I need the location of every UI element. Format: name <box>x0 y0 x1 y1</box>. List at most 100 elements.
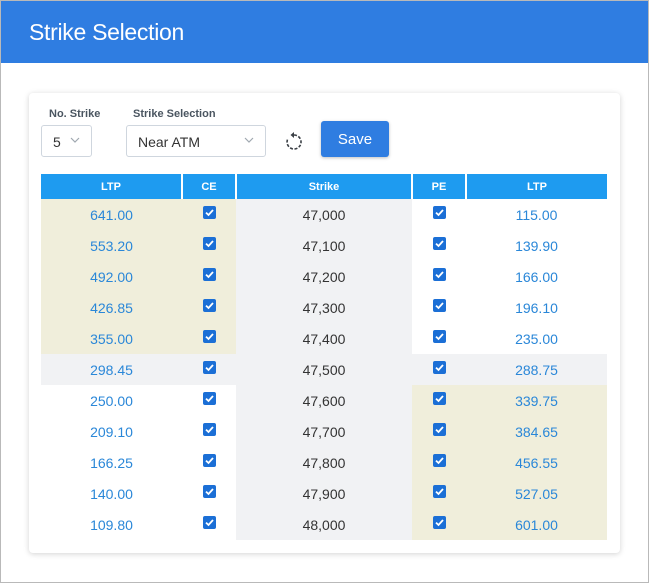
ce-checkbox-cell <box>182 261 236 292</box>
ce-checkbox[interactable] <box>202 237 216 251</box>
pe-checkbox[interactable] <box>432 454 446 468</box>
no-strike-label: No. Strike <box>49 108 101 120</box>
pe-checkbox[interactable] <box>432 268 446 282</box>
ce-checkbox-cell <box>182 478 236 509</box>
strike-selection-label: Strike Selection <box>133 108 216 120</box>
ce-ltp-cell: 298.45 <box>41 354 182 385</box>
pe-ltp-cell: 527.05 <box>466 478 607 509</box>
no-strike-select[interactable]: 5 <box>41 125 92 157</box>
dialog-header: Strike Selection <box>1 1 648 63</box>
ce-ltp-cell: 553.20 <box>41 230 182 261</box>
col-header-pe-ltp: LTP <box>466 174 607 199</box>
strike-selection-value: Near ATM <box>138 134 200 150</box>
pe-checkbox-cell <box>412 447 466 478</box>
pe-ltp-cell: 339.75 <box>466 385 607 416</box>
table-header-row: LTP CE Strike PE LTP <box>41 174 607 199</box>
pe-checkbox-cell <box>412 323 466 354</box>
pe-checkbox-cell <box>412 385 466 416</box>
pe-checkbox[interactable] <box>432 299 446 313</box>
ce-checkbox-cell <box>182 354 236 385</box>
pe-ltp-cell: 166.00 <box>515 268 558 285</box>
table-row: 426.85 47,300 196.10 <box>41 292 607 323</box>
pe-checkbox-cell <box>412 199 466 230</box>
strike-cell: 48,000 <box>236 509 412 540</box>
strike-cell: 47,000 <box>236 199 412 230</box>
ce-checkbox[interactable] <box>202 485 216 499</box>
ce-checkbox[interactable] <box>202 361 216 375</box>
col-header-pe: PE <box>412 174 467 199</box>
table-row: 140.00 47,900 527.05 <box>41 478 607 509</box>
strike-cell: 47,300 <box>236 292 412 323</box>
strike-cell: 47,900 <box>236 478 412 509</box>
ce-checkbox-cell <box>182 385 236 416</box>
pe-ltp-cell: 139.90 <box>515 237 558 254</box>
pe-ltp-cell: 288.75 <box>466 354 607 385</box>
strike-cell: 47,600 <box>236 385 412 416</box>
dialog-title: Strike Selection <box>29 19 184 45</box>
pe-checkbox[interactable] <box>432 361 446 375</box>
ce-ltp-cell: 166.25 <box>90 454 133 471</box>
chevron-down-icon <box>244 137 254 143</box>
table-row: 298.45 47,500 288.75 <box>41 354 607 385</box>
pe-checkbox[interactable] <box>432 392 446 406</box>
col-header-ce: CE <box>182 174 237 199</box>
save-button[interactable]: Save <box>321 121 389 157</box>
ce-checkbox-cell <box>182 230 236 261</box>
ce-checkbox[interactable] <box>202 268 216 282</box>
strike-selection-card: No. Strike 5 Strike Selection Near ATM S… <box>29 93 620 553</box>
pe-checkbox-cell <box>412 261 466 292</box>
ce-ltp-cell: 209.10 <box>90 423 133 440</box>
col-header-strike: Strike <box>236 174 413 199</box>
ce-checkbox-cell <box>182 323 236 354</box>
table-row: 553.20 47,100 139.90 <box>41 230 607 261</box>
table-row: 166.25 47,800 456.55 <box>41 447 607 478</box>
ce-checkbox[interactable] <box>202 423 216 437</box>
strike-table: LTP CE Strike PE LTP 641.00 47,000 115.00 5… <box>41 174 607 540</box>
ce-checkbox[interactable] <box>202 206 216 220</box>
ce-checkbox-cell <box>182 199 236 230</box>
ce-checkbox-cell <box>182 509 236 540</box>
col-header-ce-ltp: LTP <box>41 174 183 199</box>
pe-checkbox-cell <box>412 416 466 447</box>
ce-checkbox[interactable] <box>202 330 216 344</box>
pe-ltp-cell: 235.00 <box>515 330 558 347</box>
pe-checkbox[interactable] <box>432 206 446 220</box>
ce-ltp-cell: 426.85 <box>41 292 182 323</box>
pe-ltp-cell: 601.00 <box>466 509 607 540</box>
ce-ltp-cell: 140.00 <box>90 485 133 502</box>
pe-ltp-cell: 196.10 <box>515 299 558 316</box>
table-row: 492.00 47,200 166.00 <box>41 261 607 292</box>
ce-checkbox-cell <box>182 447 236 478</box>
pe-checkbox-cell <box>412 354 466 385</box>
refresh-icon[interactable] <box>283 131 305 153</box>
pe-ltp-cell: 115.00 <box>515 206 558 223</box>
chevron-down-icon <box>70 137 80 143</box>
pe-ltp-cell: 384.65 <box>466 416 607 447</box>
strike-cell: 47,400 <box>236 323 412 354</box>
pe-checkbox-cell <box>412 230 466 261</box>
pe-checkbox-cell <box>412 292 466 323</box>
strike-cell: 47,800 <box>236 447 412 478</box>
pe-checkbox[interactable] <box>432 516 446 530</box>
ce-checkbox[interactable] <box>202 516 216 530</box>
ce-checkbox[interactable] <box>202 299 216 313</box>
ce-checkbox-cell <box>182 416 236 447</box>
table-row: 109.80 48,000 601.00 <box>41 509 607 540</box>
table-row: 209.10 47,700 384.65 <box>41 416 607 447</box>
pe-ltp-cell: 456.55 <box>466 447 607 478</box>
table-row: 250.00 47,600 339.75 <box>41 385 607 416</box>
strike-cell: 47,100 <box>236 230 412 261</box>
strike-cell: 47,200 <box>236 261 412 292</box>
ce-ltp-cell: 641.00 <box>41 199 182 230</box>
ce-checkbox[interactable] <box>202 454 216 468</box>
strike-cell: 47,700 <box>236 416 412 447</box>
pe-checkbox[interactable] <box>432 423 446 437</box>
pe-checkbox[interactable] <box>432 485 446 499</box>
ce-ltp-cell: 109.80 <box>90 516 133 533</box>
ce-checkbox[interactable] <box>202 392 216 406</box>
strike-selection-select[interactable]: Near ATM <box>126 125 266 157</box>
ce-ltp-cell: 492.00 <box>41 261 182 292</box>
pe-checkbox[interactable] <box>432 237 446 251</box>
pe-checkbox[interactable] <box>432 330 446 344</box>
